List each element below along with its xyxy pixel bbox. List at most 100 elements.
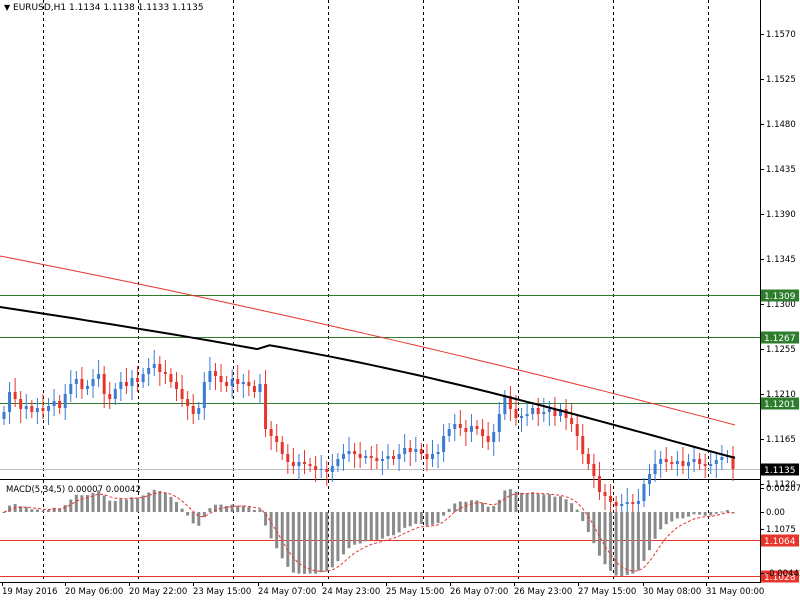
macd-bar bbox=[681, 512, 685, 519]
macd-bar bbox=[191, 512, 195, 524]
macd-bar bbox=[425, 512, 429, 526]
candle-body bbox=[158, 364, 162, 372]
candle-body bbox=[152, 364, 156, 368]
macd-bar bbox=[698, 512, 702, 515]
candle-body bbox=[47, 406, 51, 411]
candle-body bbox=[2, 412, 6, 419]
macd-bar bbox=[653, 512, 657, 539]
candle-body bbox=[553, 409, 557, 416]
macd-bar bbox=[30, 509, 34, 512]
candle-body bbox=[531, 408, 535, 414]
candle-body bbox=[308, 464, 312, 466]
level-badge bbox=[761, 570, 799, 583]
candle-body bbox=[303, 462, 307, 464]
candle-body bbox=[130, 378, 134, 386]
macd-bar bbox=[341, 512, 345, 555]
candle-body bbox=[614, 502, 618, 506]
macd-bar bbox=[458, 501, 462, 512]
macd-title: MACD(5,34,5) 0.00007 0.00042 bbox=[6, 485, 141, 495]
candle-body bbox=[620, 504, 624, 506]
macd-bar bbox=[236, 505, 240, 512]
current-price-label: 1.1135 bbox=[764, 466, 796, 476]
candle-body bbox=[653, 464, 657, 474]
candle-body bbox=[720, 457, 724, 460]
candle-body bbox=[681, 461, 685, 466]
macd-bar bbox=[414, 512, 418, 524]
macd-bar bbox=[709, 512, 713, 516]
moving-averages bbox=[0, 255, 736, 459]
candle-body bbox=[609, 496, 613, 502]
candle-body bbox=[325, 469, 329, 472]
macd-bar bbox=[625, 512, 629, 575]
candle-body bbox=[24, 406, 28, 409]
time-axis: 19 May 2016 20 May 06:00 20 May 22:00 23 Ma… bbox=[2, 582, 764, 597]
candle-body bbox=[136, 378, 140, 382]
macd-bar bbox=[392, 512, 396, 536]
candle-body bbox=[58, 401, 62, 408]
candle-body bbox=[236, 379, 240, 384]
y-tick-label: 1.1480 bbox=[766, 120, 796, 130]
candle-body bbox=[430, 454, 434, 459]
macd-bar bbox=[8, 505, 12, 512]
candle-body bbox=[230, 379, 234, 386]
macd-bar bbox=[308, 512, 312, 574]
macd-bar bbox=[664, 512, 668, 525]
macd-bar bbox=[347, 512, 351, 549]
candle-body bbox=[631, 502, 635, 504]
macd-bar bbox=[325, 512, 329, 572]
candle-body bbox=[419, 449, 423, 454]
candle-body bbox=[564, 409, 568, 418]
candles bbox=[2, 350, 735, 518]
candle-body bbox=[375, 458, 379, 461]
candle-body bbox=[659, 459, 663, 464]
macd-bar bbox=[197, 512, 201, 526]
macd-bar bbox=[670, 512, 674, 522]
macd-bar bbox=[692, 512, 696, 515]
macd-bar bbox=[442, 512, 446, 516]
candle-body bbox=[369, 456, 373, 458]
macd-bar bbox=[464, 501, 468, 512]
candle-body bbox=[469, 426, 473, 432]
candle-body bbox=[397, 454, 401, 459]
y-tick-label: 1.1345 bbox=[766, 255, 796, 265]
candle-body bbox=[508, 396, 512, 409]
candle-body bbox=[163, 372, 167, 374]
candle-body bbox=[542, 412, 546, 414]
macd-bar bbox=[136, 497, 140, 512]
candle-body bbox=[258, 384, 262, 392]
candle-body bbox=[703, 464, 707, 466]
macd-bar bbox=[319, 512, 323, 573]
macd-bar bbox=[592, 512, 596, 544]
macd-bar bbox=[213, 504, 217, 512]
macd-bar bbox=[714, 512, 718, 514]
y-tick-label: 1.1525 bbox=[766, 75, 796, 85]
x-tick-label: 26 May 07:00 bbox=[450, 587, 508, 597]
macd-bar bbox=[397, 512, 401, 533]
level-badge bbox=[761, 331, 799, 344]
candle-body bbox=[69, 384, 73, 394]
candle-body bbox=[197, 408, 201, 414]
candle-body bbox=[30, 406, 34, 412]
macd-bar bbox=[536, 493, 540, 512]
macd-bar bbox=[108, 500, 112, 512]
candle-body bbox=[692, 459, 696, 462]
candle-body bbox=[570, 418, 574, 424]
candle-body bbox=[175, 382, 179, 389]
macd-bar bbox=[503, 490, 507, 512]
candle-body bbox=[497, 414, 501, 432]
macd-bar bbox=[180, 508, 184, 512]
candle-body bbox=[19, 399, 23, 409]
candle-body bbox=[147, 368, 151, 374]
candle-body bbox=[670, 462, 674, 464]
triangle-down-icon[interactable]: ▼ bbox=[4, 3, 11, 12]
candle-body bbox=[330, 466, 334, 472]
candle-body bbox=[520, 416, 524, 418]
candle-body bbox=[113, 389, 117, 399]
candle-body bbox=[686, 462, 690, 466]
candle-body bbox=[603, 492, 607, 496]
macd-bar bbox=[531, 492, 535, 512]
candle-body bbox=[514, 409, 518, 418]
candle-body bbox=[386, 456, 390, 459]
macd-bar bbox=[609, 512, 613, 571]
